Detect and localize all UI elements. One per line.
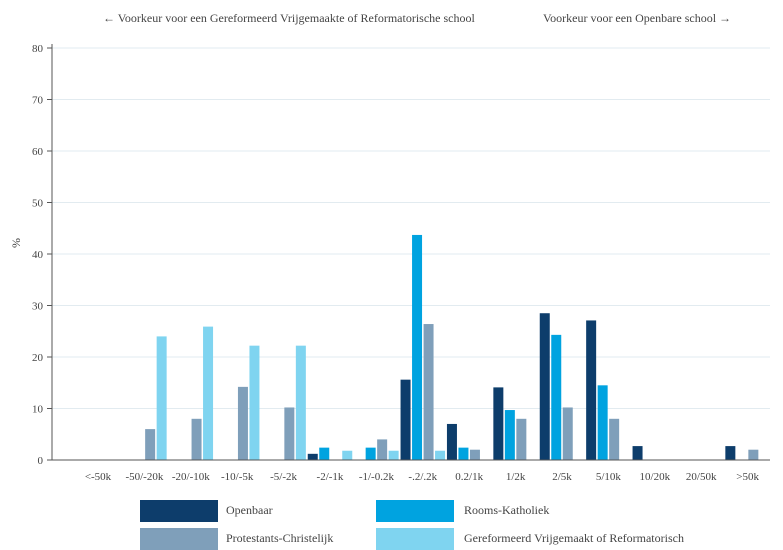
y-axis-label: % <box>9 238 23 248</box>
bar <box>145 429 156 460</box>
x-tick-label: 5/10k <box>596 471 622 483</box>
x-tick-label: 0.2/1k <box>455 471 483 483</box>
legend-label: Openbaar <box>226 503 273 517</box>
bar <box>551 334 562 460</box>
bar <box>504 410 515 460</box>
y-axis: 0 10 20 30 40 50 60 70 80 <box>32 43 53 467</box>
bar <box>365 447 376 460</box>
x-tick-label: -20/-10k <box>172 471 210 483</box>
bar <box>191 418 202 460</box>
legend-label: Rooms-Katholiek <box>464 503 550 517</box>
bar <box>203 326 214 460</box>
legend-swatch <box>376 528 454 550</box>
bar <box>377 439 388 460</box>
y-tick-label: 80 <box>32 43 44 55</box>
x-tick-label: 20/50k <box>686 471 717 483</box>
x-tick-label: -1/-0.2k <box>359 471 395 483</box>
bar <box>493 387 504 460</box>
legend-swatch <box>376 500 454 522</box>
bar <box>469 449 480 460</box>
bar <box>156 336 167 460</box>
bar <box>342 450 353 460</box>
bar <box>632 446 643 460</box>
bar <box>249 345 260 460</box>
bar <box>307 453 318 460</box>
y-tick-label: 40 <box>32 249 44 261</box>
y-tick-label: 0 <box>38 455 44 467</box>
annotation-left: ← Voorkeur voor een Gereformeerd Vrijgem… <box>103 11 475 25</box>
legend-swatch <box>140 528 218 550</box>
bar <box>597 385 608 460</box>
x-tick-label: >50k <box>736 471 759 483</box>
x-tick-label: 1/2k <box>506 471 526 483</box>
y-tick-label: 20 <box>32 352 44 364</box>
y-tick-label: 10 <box>32 404 44 416</box>
grid-lines <box>52 47 770 409</box>
y-tick-label: 60 <box>32 146 44 158</box>
bar <box>446 423 457 460</box>
bar <box>388 450 399 460</box>
bar <box>400 379 411 460</box>
legend-swatch <box>140 500 218 522</box>
x-tick-label: -2/-1k <box>317 471 344 483</box>
x-axis: <-50k -50/-20k -20/-10k -10/-5k -5/-2k -2/-1k… <box>52 459 770 483</box>
legend-label: Gereformeerd Vrijgemaakt of Reformatoris… <box>464 531 684 545</box>
bar <box>748 449 759 460</box>
legend-label: Protestants-Christelijk <box>226 531 334 545</box>
bar <box>458 447 469 460</box>
bar <box>284 407 295 460</box>
bar <box>725 446 736 460</box>
bar <box>586 320 597 460</box>
x-tick-label: -10/-5k <box>221 471 254 483</box>
bar <box>435 450 446 460</box>
x-tick-label: 2/5k <box>552 471 572 483</box>
x-tick-label: 10/20k <box>640 471 671 483</box>
x-tick-label: <-50k <box>85 471 112 483</box>
bar <box>319 447 330 460</box>
bar <box>423 324 434 460</box>
x-tick-label: -.2/.2k <box>408 471 437 483</box>
y-tick-label: 50 <box>32 198 44 210</box>
bar <box>539 313 550 460</box>
x-tick-label: -50/-20k <box>125 471 163 483</box>
y-tick-label: 70 <box>32 95 44 107</box>
x-tick-label: -5/-2k <box>270 471 297 483</box>
y-tick-label: 30 <box>32 301 44 313</box>
bar <box>295 345 306 460</box>
annotation-right: Voorkeur voor een Openbare school → <box>543 11 732 25</box>
bar <box>237 386 248 460</box>
bar <box>609 418 620 460</box>
bar <box>562 407 573 460</box>
bar <box>412 234 423 460</box>
bars <box>145 234 759 460</box>
bar <box>516 418 527 460</box>
